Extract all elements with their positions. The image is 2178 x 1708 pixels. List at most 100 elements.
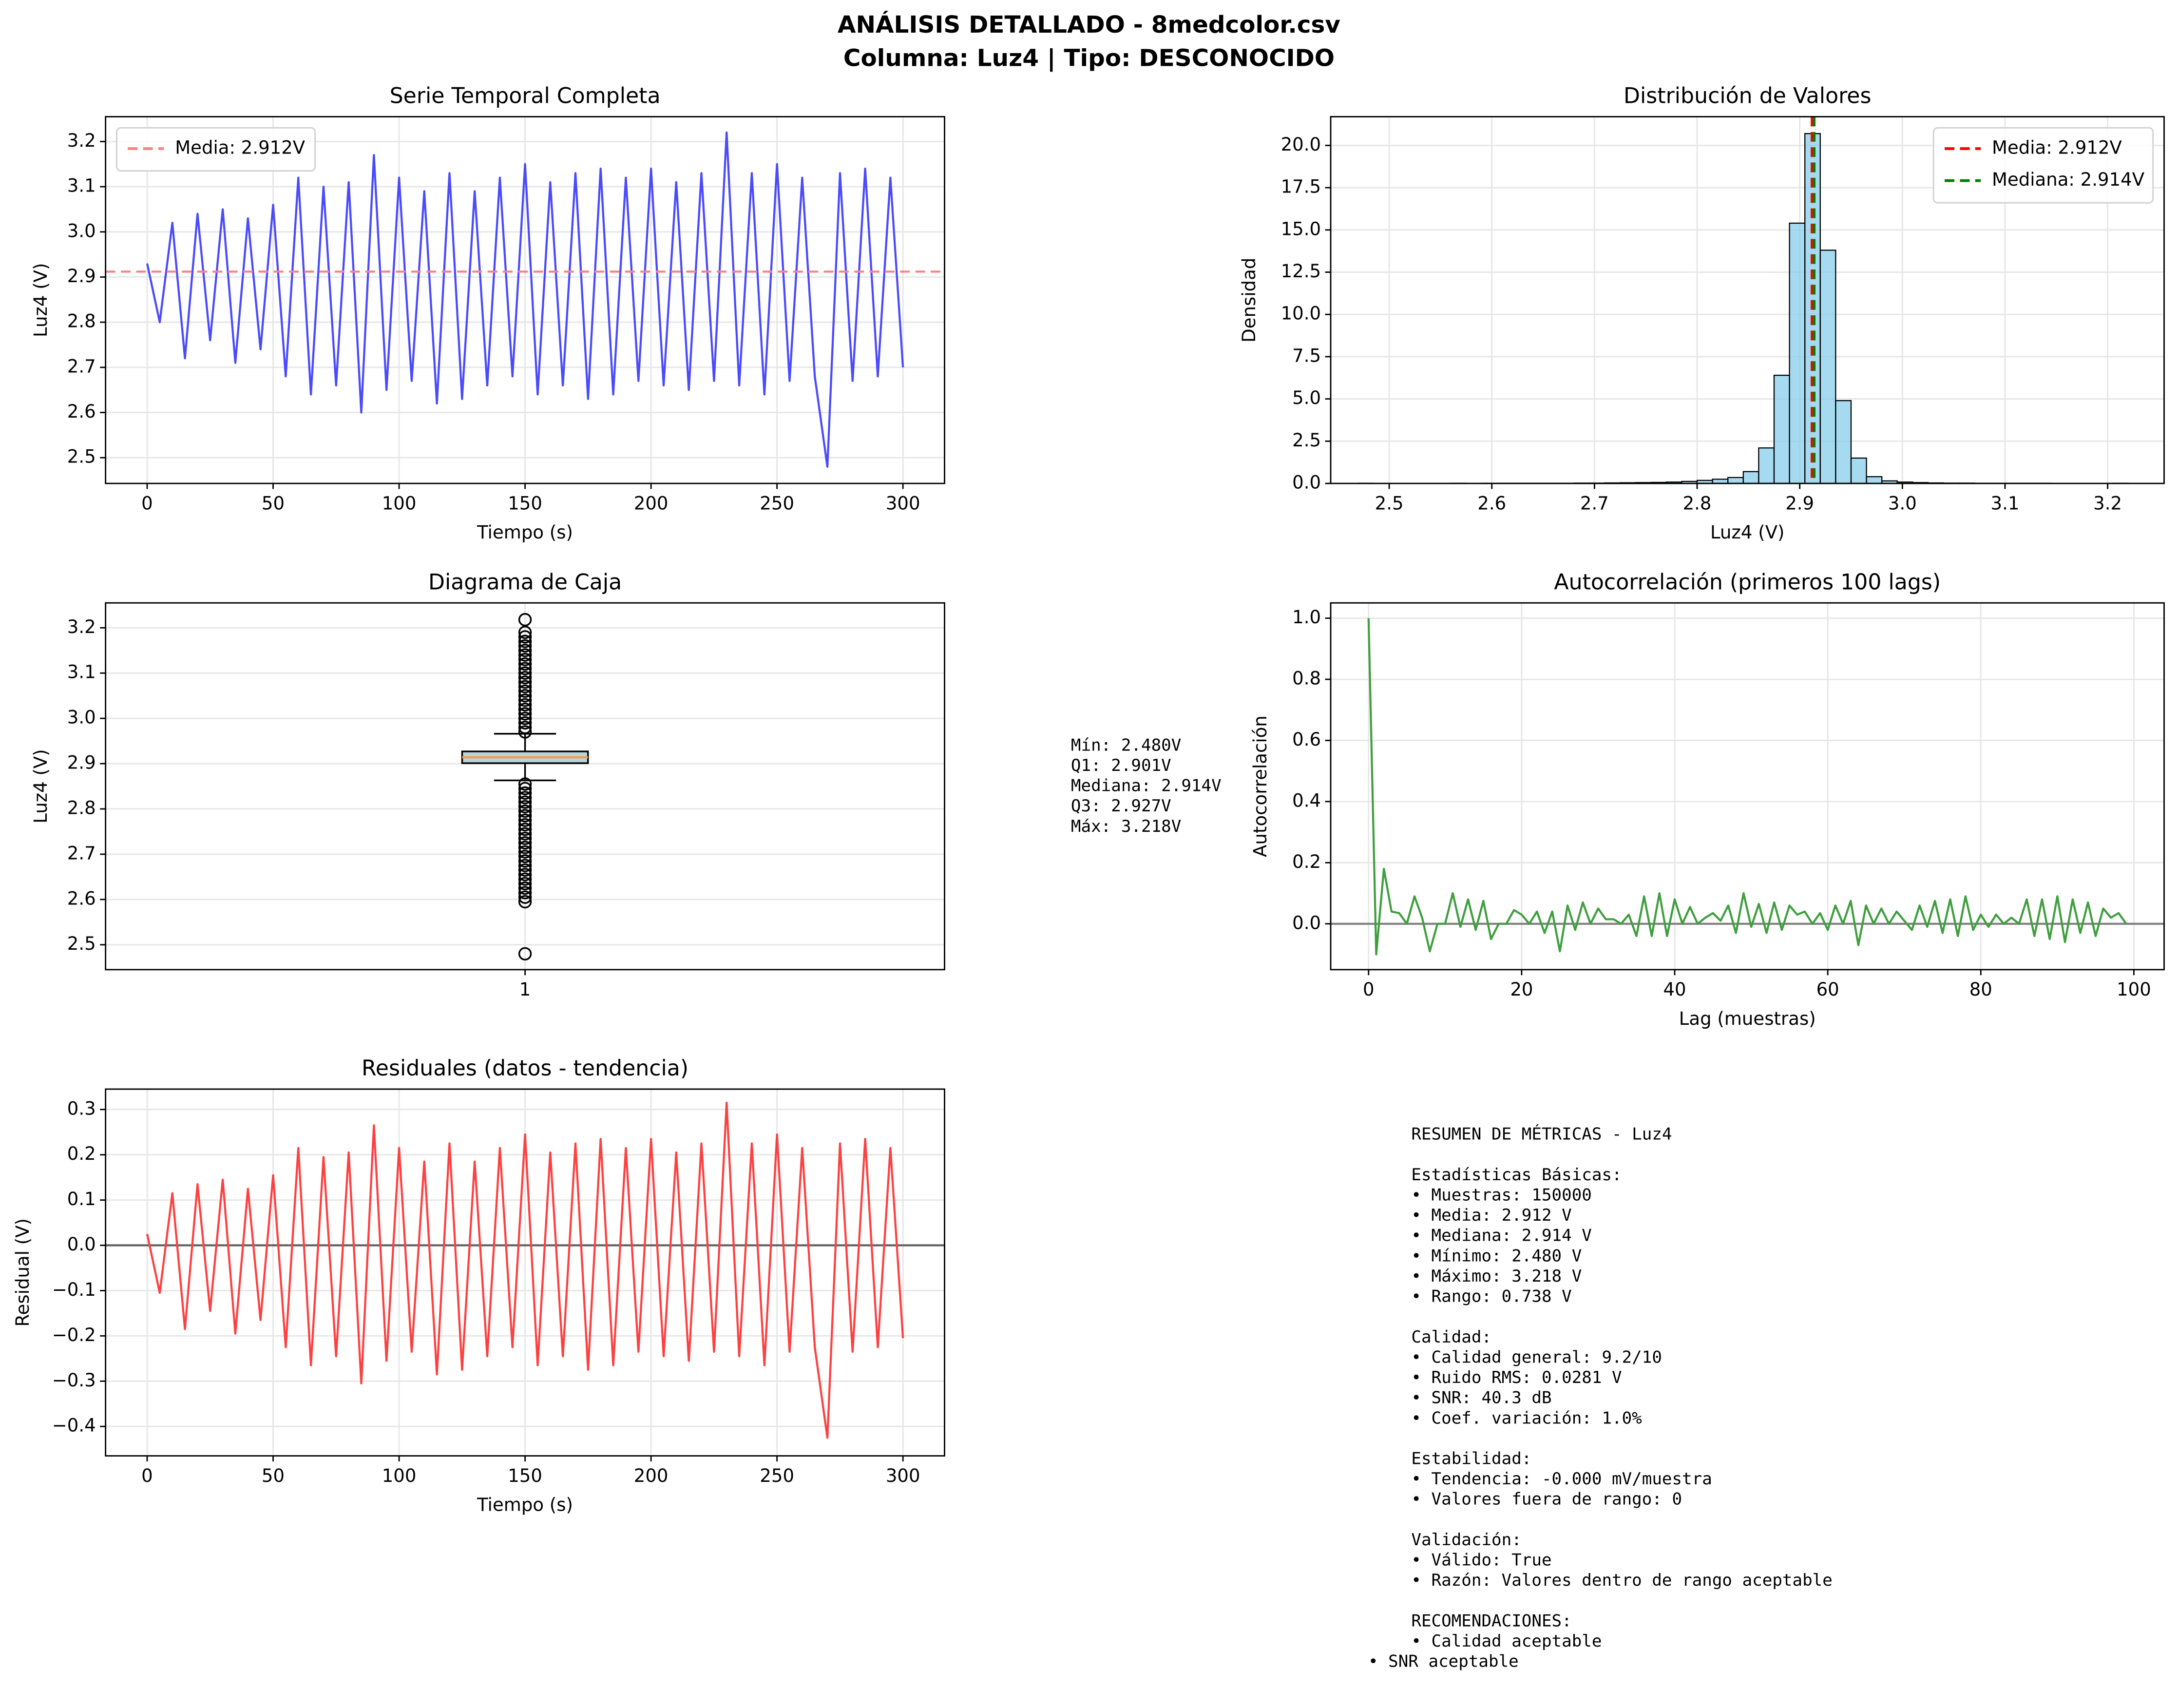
summary-heading: RECOMENDACIONES:: [1411, 1611, 1571, 1631]
y-tick-label: 10.0: [1281, 303, 1321, 324]
x-tick-label: 2.7: [1580, 493, 1609, 514]
x-tick-label: 2.8: [1683, 493, 1712, 514]
outlier: [518, 716, 532, 730]
chart-title: Autocorrelación (primeros 100 lags): [1554, 570, 1941, 595]
chart-title: Distribución de Valores: [1624, 84, 1871, 109]
outlier: [518, 823, 532, 836]
x-tick-label: 50: [262, 1465, 285, 1486]
summary-item: • Calidad aceptable: [1411, 1631, 1602, 1651]
outlier: [518, 795, 532, 809]
outlier: [518, 689, 532, 703]
summary-item: • Mediana: 2.914 V: [1411, 1226, 1592, 1246]
summary-item: • Tendencia: -0.000 mV/muestra: [1411, 1469, 1712, 1489]
outlier: [518, 657, 532, 671]
x-tick-label: 100: [382, 493, 417, 514]
outlier: [518, 859, 532, 872]
y-tick-label: 0.2: [1292, 851, 1321, 872]
x-tick-label: 20: [1510, 979, 1533, 1000]
y-tick-label: 0.0: [1292, 912, 1321, 933]
y-axis-label: Autocorrelación: [1250, 715, 1271, 857]
histogram-bar: [1850, 457, 1867, 484]
x-tick-label: 80: [1969, 979, 1992, 1000]
y-tick-label: 3.1: [67, 175, 96, 196]
legend-label: Mediana: 2.914V: [1992, 169, 2145, 190]
x-tick-label: 2.6: [1477, 493, 1506, 514]
y-tick-label: 0.6: [1292, 729, 1321, 750]
y-axis-label: Residual (V): [12, 1218, 33, 1326]
outlier: [518, 791, 532, 805]
outlier: [518, 841, 532, 854]
outlier: [518, 639, 532, 653]
y-tick-label: 0.1: [67, 1189, 96, 1209]
chart-title: Diagrama de Caja: [428, 570, 622, 595]
legend-label: Media: 2.912V: [1992, 137, 2122, 158]
outlier: [518, 854, 532, 868]
x-tick-label: 40: [1663, 979, 1686, 1000]
y-tick-label: 12.5: [1281, 261, 1321, 282]
y-tick-label: 2.6: [67, 401, 96, 422]
x-tick-label: 150: [508, 1465, 542, 1486]
outlier: [518, 877, 532, 890]
x-tick-label: 2.9: [1785, 493, 1814, 514]
legend-box: [116, 127, 316, 172]
outlier: [518, 680, 532, 693]
outlier: [518, 648, 532, 662]
outlier: [518, 630, 532, 644]
histogram-bar: [1773, 374, 1790, 484]
outlier: [518, 625, 532, 639]
y-tick-label: 2.7: [67, 356, 96, 377]
summary-item: • SNR: 40.3 dB: [1411, 1388, 1551, 1408]
summary-item: • Máximo: 3.218 V: [1411, 1267, 1582, 1286]
summary-item: • SNR aceptable: [1368, 1652, 1519, 1671]
summary-heading: Estabilidad:: [1411, 1449, 1531, 1469]
y-tick-label: −0.4: [52, 1415, 96, 1436]
y-tick-label: 0.0: [1292, 472, 1321, 493]
outlier: [518, 872, 532, 886]
outlier: [518, 895, 532, 909]
x-tick-label: 3.2: [2093, 493, 2122, 514]
x-tick-label: 300: [886, 493, 920, 514]
summary-heading: Validación:: [1411, 1530, 1521, 1550]
summary-item: • Mínimo: 2.480 V: [1411, 1246, 1582, 1266]
y-tick-label: 1.0: [1292, 607, 1321, 628]
y-tick-label: 3.0: [67, 220, 96, 241]
outlier: [518, 809, 532, 823]
x-axis-label: Tiempo (s): [477, 522, 573, 543]
y-tick-label: 17.5: [1281, 176, 1321, 197]
outlier: [518, 886, 532, 900]
y-tick-label: 3.2: [67, 616, 96, 637]
histogram-bar: [1742, 471, 1759, 484]
outlier: [518, 804, 532, 818]
summary-item: • Media: 2.912 V: [1411, 1206, 1571, 1225]
outlier: [518, 813, 532, 827]
y-tick-label: 15.0: [1281, 218, 1321, 239]
outlier: [518, 634, 532, 648]
y-tick-label: 3.1: [67, 662, 96, 683]
summary-item: • Coef. variación: 1.0%: [1411, 1408, 1642, 1428]
y-tick-label: 2.5: [67, 446, 96, 467]
summary-item: • Razón: Valores dentro de rango aceptab…: [1411, 1571, 1832, 1590]
summary-item: • Válido: True: [1411, 1551, 1551, 1570]
y-axis-label: Densidad: [1239, 258, 1260, 343]
y-tick-label: 2.9: [67, 752, 96, 773]
x-tick-label: 300: [886, 1465, 920, 1486]
y-tick-label: 0.8: [1292, 668, 1321, 689]
y-tick-label: 0.0: [67, 1234, 96, 1255]
outlier: [518, 827, 532, 841]
axes-frame: [1330, 116, 2165, 484]
histogram-bar: [1866, 476, 1883, 484]
x-tick-label: 2.5: [1375, 493, 1404, 514]
x-tick-label: 250: [760, 1465, 794, 1486]
y-axis-label: Luz4 (V): [30, 263, 51, 338]
legend-label: Media: 2.912V: [175, 137, 306, 158]
outlier: [518, 684, 532, 698]
y-tick-label: 5.0: [1292, 387, 1321, 408]
outlier: [518, 644, 532, 657]
histogram-bar: [1727, 477, 1744, 484]
y-tick-label: 7.5: [1292, 345, 1321, 366]
summary-item: • Valores fuera de rango: 0: [1411, 1490, 1682, 1509]
y-tick-label: 0.3: [67, 1098, 96, 1119]
histogram-bar: [1819, 249, 1836, 484]
outlier: [518, 666, 532, 680]
y-tick-label: −0.3: [52, 1370, 96, 1391]
